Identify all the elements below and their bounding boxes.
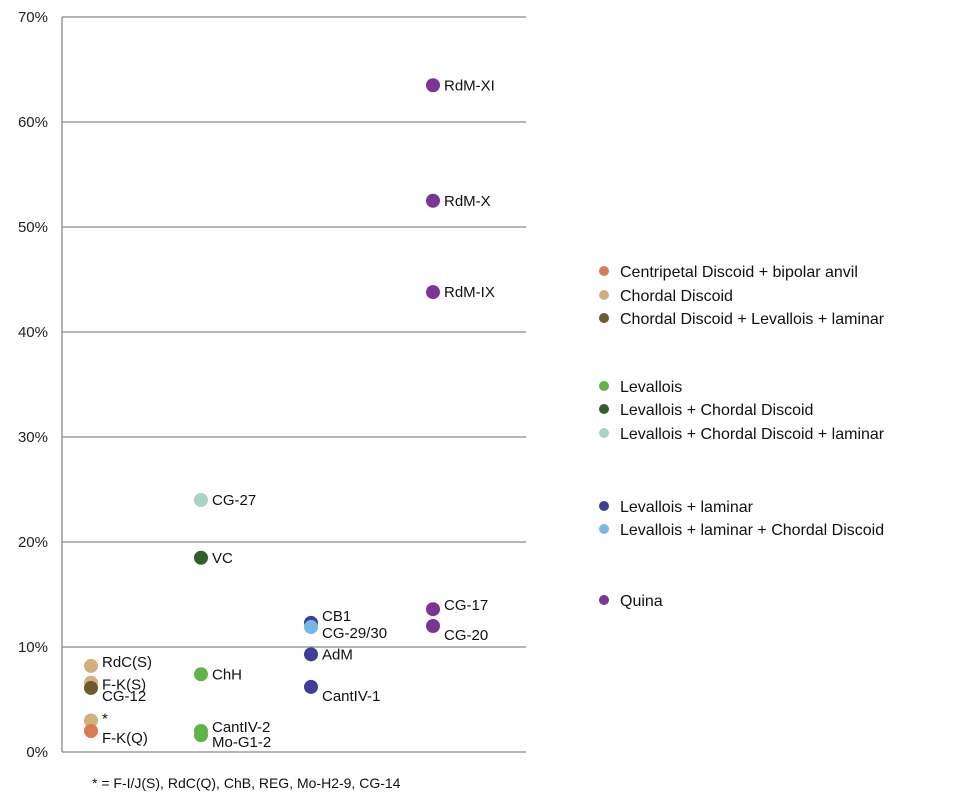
y-tick-label: 10% [18,639,48,656]
data-point-label: CG-12 [102,688,146,705]
data-point-label: RdM-IX [444,284,495,301]
y-tick-label: 60% [18,114,48,131]
data-point [426,78,440,93]
data-point [304,679,318,694]
data-point-label: CG-29/30 [322,625,387,642]
data-point [84,713,98,728]
data-point [84,724,98,738]
legend-marker [599,290,609,300]
data-point [194,493,208,507]
data-point [84,680,98,695]
data-point [304,647,318,662]
gridlines [62,16,526,753]
y-tick-label: 50% [18,219,48,236]
data-point-label: F-K(S) [102,677,146,694]
footnote: * = F-I/J(S), RdC(Q), ChB, REG, Mo-H2-9,… [92,775,401,791]
legend-label: Levallois + laminar [620,499,754,516]
legend-marker [599,595,609,605]
legend-label: Levallois + Chordal Discoid + laminar [620,426,885,443]
legend-marker [599,313,609,323]
data-point-label: CG-17 [444,597,488,614]
data-point-label: CG-20 [444,627,488,644]
legend-marker [599,381,609,391]
data-point [426,193,440,208]
data-point [194,728,208,743]
data-points: RdC(S) F-K(S)CG-12 * F-K(Q) CG-27 VC ChH CantIV… [84,77,495,751]
legend-marker [599,524,609,534]
data-point-label: * [102,711,108,728]
legend-marker [599,404,609,414]
y-tick-label: 20% [18,534,48,551]
data-point [84,658,98,673]
legend-marker [599,428,609,438]
data-point-label: ChH [212,666,242,683]
legend-marker [599,501,609,511]
data-point [426,602,440,617]
legend-label: Chordal Discoid [620,288,733,305]
data-point-label: CG-27 [212,492,256,509]
data-point-label: CB1 [322,608,351,625]
data-point-label: RdM-X [444,193,491,210]
data-point-label: AdM [322,646,353,663]
data-point-label: RdM-XI [444,77,495,94]
data-point [194,667,208,682]
legend-label: Levallois [620,379,682,396]
data-point [194,550,208,565]
data-point-label: CantIV-2 [212,719,270,736]
data-point [426,285,440,300]
y-tick-label: 40% [18,324,48,341]
legend-label: Levallois + Chordal Discoid [620,402,813,419]
legend-marker [599,266,609,276]
data-point [426,619,440,633]
data-point-label: CantIV-1 [322,688,380,705]
legend: Centripetal Discoid + bipolar anvil Chord… [599,264,885,610]
y-axis: 0% 10% 20% 30% 40% 50% 60% 70% [18,9,63,761]
legend-label: Quina [620,593,663,610]
legend-label: Centripetal Discoid + bipolar anvil [620,264,858,281]
data-point-label: RdC(S) [102,654,152,671]
data-point-label: VC [212,550,233,567]
data-point [304,620,318,635]
data-point-label: Mo-G1-2 [212,734,271,751]
y-tick-label: 30% [18,429,48,446]
y-tick-label: 70% [18,9,48,26]
legend-label: Chordal Discoid + Levallois + laminar [620,311,885,328]
legend-label: Levallois + laminar + Chordal Discoid [620,522,884,539]
y-tick-label: 0% [26,744,48,761]
data-point-label: F-K(Q) [102,730,148,747]
